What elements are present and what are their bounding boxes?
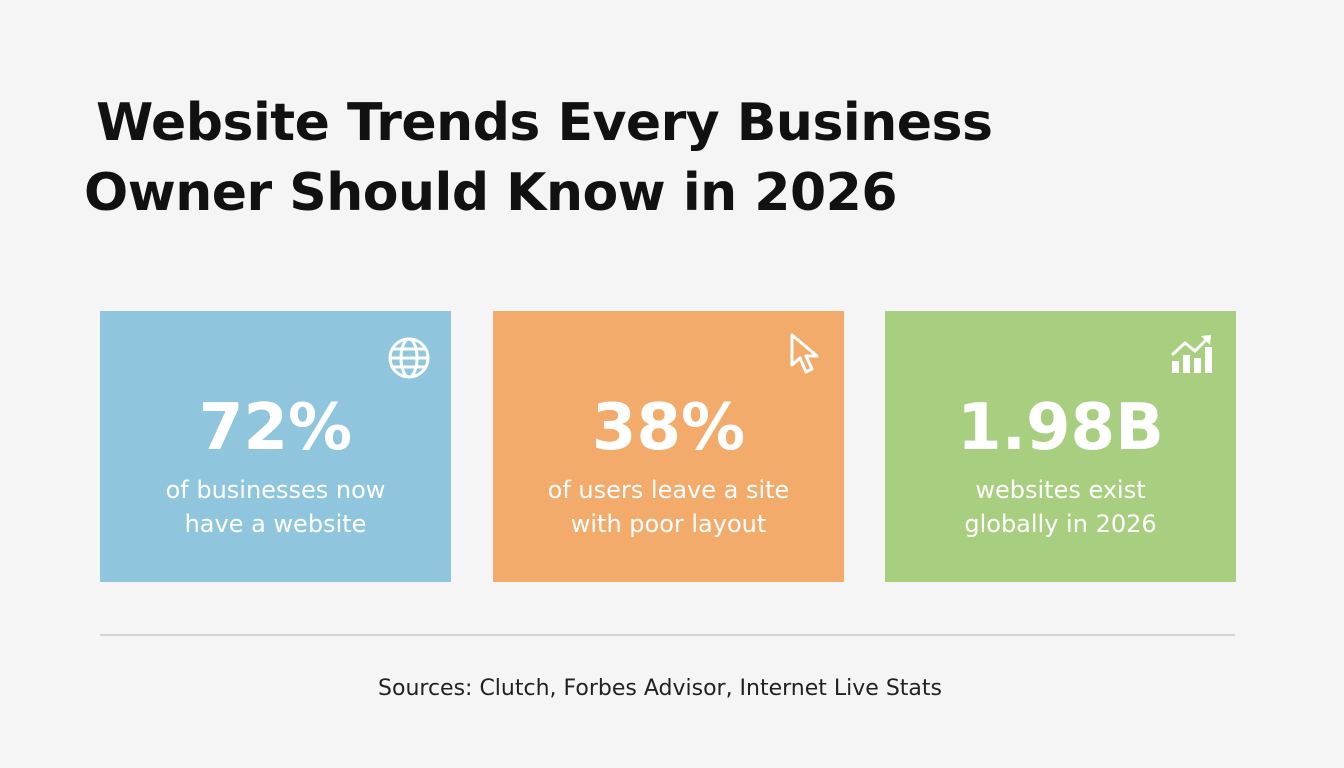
stat-card: 38% of users leave a site with poor layou…	[493, 311, 844, 582]
title-line: Owner Should Know in 2026	[84, 163, 898, 223]
description-line: of users leave a site	[547, 476, 790, 504]
stat-value: 38%	[591, 391, 746, 465]
title: Website Trends Every Business Owner Shou…	[84, 88, 993, 228]
stat-description: of users leave a site with poor layout	[493, 473, 844, 541]
stat-description: websites exist globally in 2026	[885, 473, 1236, 541]
chart-icon	[1170, 335, 1212, 373]
cursor-icon	[790, 333, 819, 374]
stat-card: 72% of businesses now have a website	[100, 311, 451, 582]
sources: Sources: Clutch, Forbes Advisor, Interne…	[378, 676, 942, 701]
description-line: globally in 2026	[964, 510, 1157, 538]
divider	[100, 634, 1235, 636]
description-line: have a website	[184, 510, 367, 538]
description-line: websites exist	[975, 476, 1146, 504]
stat-value: 72%	[198, 391, 353, 465]
stat-value: 1.98B	[957, 391, 1164, 465]
stat-card: 1.98B websites exist globally in 2026	[885, 311, 1236, 582]
stat-description: of businesses now have a website	[100, 473, 451, 541]
title-line: Website Trends Every Business	[96, 93, 993, 153]
globe-icon	[388, 337, 430, 379]
description-line: with poor layout	[570, 510, 767, 538]
description-line: of businesses now	[165, 476, 386, 504]
